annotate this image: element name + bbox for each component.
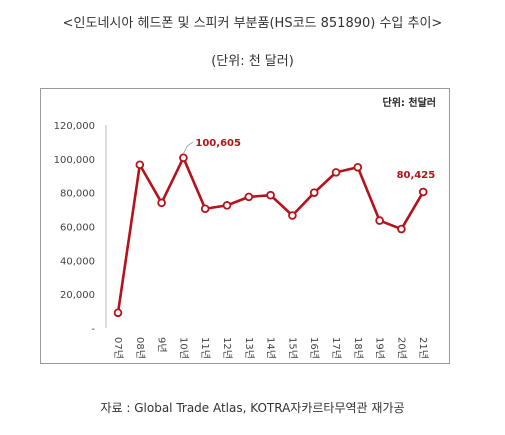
data-point <box>200 204 210 214</box>
data-point <box>179 153 188 163</box>
data-point <box>244 192 254 202</box>
y-tick-label: 120,000 <box>54 121 95 132</box>
data-point <box>397 224 406 234</box>
y-tick-label: 80,000 <box>60 189 95 200</box>
data-point <box>288 211 297 220</box>
y-tick-label: 100,000 <box>54 155 95 166</box>
data-point <box>331 168 341 177</box>
data-point <box>309 188 319 197</box>
x-tick-label: 12년 <box>221 337 233 359</box>
y-tick-label: 60,000 <box>60 223 95 234</box>
x-tick-label: 21년 <box>417 337 429 359</box>
x-tick-label: 20년 <box>395 337 407 359</box>
x-tick-label: 16년 <box>308 337 320 359</box>
x-tick-label: 13년 <box>243 337 255 359</box>
data-label: 100,605 <box>195 138 241 149</box>
x-tick-label: 15년 <box>286 337 298 359</box>
chart-subtitle: (단위: 천 달러) <box>211 54 294 69</box>
series-line <box>116 156 425 313</box>
x-tick-label: 08년 <box>134 337 146 359</box>
data-point <box>353 162 363 172</box>
x-tick-label: 18년 <box>352 337 364 359</box>
x-tick-label: 14년 <box>265 337 277 359</box>
data-point <box>266 190 275 200</box>
y-tick-label: 20,000 <box>60 290 95 301</box>
data-point <box>222 201 232 210</box>
chart-frame <box>40 88 450 364</box>
x-tick-label: 9년 <box>156 337 168 353</box>
x-tick-label: 17년 <box>330 337 342 359</box>
x-tick-label: 19년 <box>374 337 386 359</box>
unit-label: 단위: 천달러 <box>382 98 436 109</box>
chart-title: <인도네시아 헤드폰 및 스피커 부분품(HS코드 851890) 수입 추이> <box>62 16 443 31</box>
data-label: 80,425 <box>397 170 436 181</box>
source-note: 자료 : Global Trade Atlas, KOTRA자카르타무역관 재가… <box>100 401 405 415</box>
data-point <box>135 160 145 170</box>
annotation-leader <box>183 141 194 154</box>
x-tick-label: 11년 <box>199 337 211 359</box>
data-point <box>418 187 428 197</box>
data-point <box>375 216 384 225</box>
data-point <box>113 308 123 318</box>
y-tick-label: 40,000 <box>60 256 95 267</box>
x-tick-label: 07년 <box>112 337 124 359</box>
data-point <box>157 198 166 208</box>
y-tick-label: - <box>91 324 95 335</box>
x-tick-label: 10년 <box>177 337 189 359</box>
